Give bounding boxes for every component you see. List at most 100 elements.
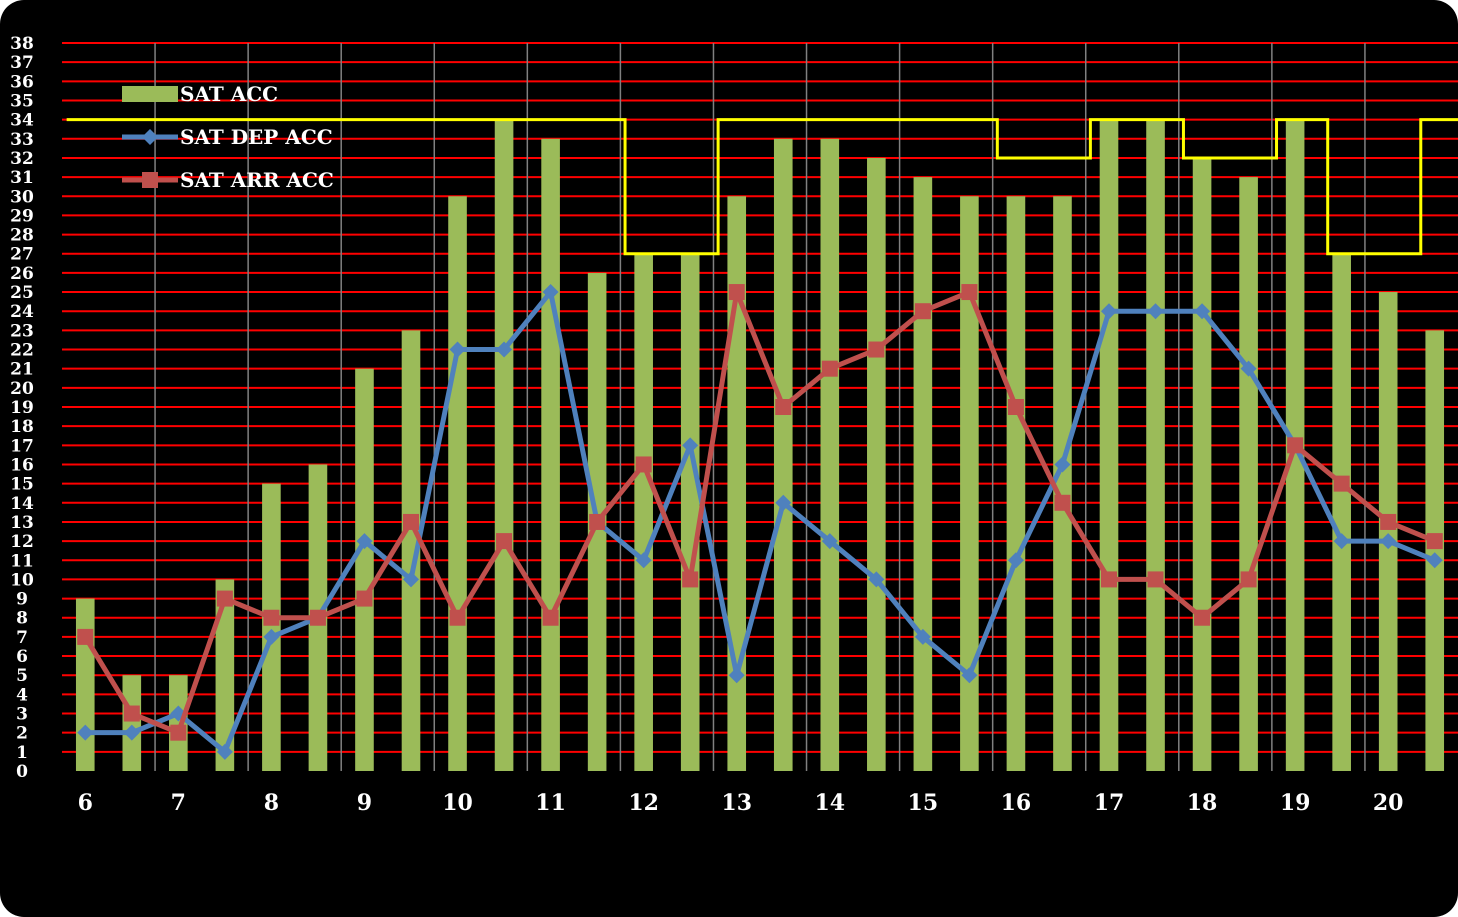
bar-sat-acc-21 — [1053, 196, 1072, 771]
y-tick-label-17: 17 — [10, 436, 34, 456]
bar-sat-acc-24 — [1192, 157, 1212, 771]
marker-sat-dep-acc-1 — [123, 724, 140, 741]
x-tick-label-11: 11 — [535, 790, 566, 816]
capacity-step-line — [66, 118, 1458, 256]
marker-sat-arr-acc-20 — [1007, 399, 1024, 415]
bar-sat-acc-28 — [1378, 292, 1398, 771]
bar-sat-acc-18 — [913, 177, 933, 771]
marker-sat-dep-acc-25 — [1240, 360, 1257, 377]
y-tick-label-27: 27 — [10, 245, 34, 265]
bar-sat-acc-12 — [634, 253, 653, 772]
bar-sat-acc-1 — [122, 675, 142, 771]
bar-sat-acc-8 — [448, 196, 467, 771]
bar-sat-acc-19 — [960, 196, 979, 771]
marker-sat-arr-acc-17 — [868, 341, 885, 358]
x-tick-label-16: 16 — [1001, 790, 1032, 816]
y-tick-label-24: 24 — [10, 302, 34, 322]
line-sat-arr-acc — [83, 289, 1436, 736]
marker-sat-dep-acc-28 — [1380, 533, 1397, 550]
marker-sat-dep-acc-17 — [868, 571, 885, 588]
marker-sat-arr-acc-22 — [1101, 571, 1117, 588]
marker-sat-arr-acc-11 — [589, 513, 606, 530]
y-axis-tick-labels: 0123456789101112131415161718192021222324… — [10, 34, 34, 782]
marker-sat-dep-acc-27 — [1333, 533, 1350, 550]
bar-sat-acc-14 — [727, 196, 747, 771]
bar-sat-acc-17 — [867, 157, 886, 771]
marker-sat-arr-acc-19 — [961, 284, 978, 301]
marker-sat-arr-acc-8 — [449, 609, 466, 626]
bar-sat-acc-0 — [75, 598, 95, 771]
marker-sat-arr-acc-16 — [821, 360, 838, 377]
marker-sat-dep-acc-12 — [635, 552, 652, 569]
bar-sat-acc-23 — [1146, 119, 1165, 771]
marker-sat-arr-acc-24 — [1194, 609, 1211, 626]
legend-label-sat-dep-acc: SAT DEP ACC — [180, 125, 333, 149]
bar-sat-acc-27 — [1332, 253, 1351, 772]
y-tick-label-18: 18 — [10, 417, 34, 437]
y-tick-label-7: 7 — [16, 628, 28, 648]
y-tick-label-15: 15 — [10, 475, 34, 495]
y-tick-label-32: 32 — [10, 149, 34, 169]
y-tick-label-8: 8 — [16, 609, 28, 629]
y-tick-label-13: 13 — [10, 513, 34, 533]
line-series — [77, 284, 1443, 760]
bar-sat-acc-4 — [262, 483, 281, 771]
marker-sat-arr-acc-12 — [635, 456, 652, 473]
marker-sat-arr-acc-21 — [1054, 494, 1071, 511]
x-tick-label-8: 8 — [264, 790, 279, 816]
y-tick-label-34: 34 — [10, 111, 34, 131]
bar-sat-acc-2 — [169, 675, 188, 771]
y-tick-label-0: 0 — [16, 762, 28, 782]
y-tick-label-25: 25 — [10, 283, 34, 303]
marker-sat-arr-acc-15 — [775, 399, 792, 415]
y-tick-label-19: 19 — [10, 398, 34, 418]
y-tick-label-12: 12 — [10, 532, 34, 552]
bar-sat-acc-10 — [541, 138, 560, 771]
x-tick-label-7: 7 — [171, 790, 186, 816]
marker-sat-arr-acc-4 — [263, 609, 280, 626]
y-tick-label-22: 22 — [10, 341, 34, 361]
marker-sat-dep-acc-7 — [403, 571, 419, 588]
y-tick-label-10: 10 — [10, 570, 34, 590]
y-tick-label-35: 35 — [10, 91, 34, 111]
y-tick-label-33: 33 — [10, 130, 34, 150]
y-tick-label-36: 36 — [10, 72, 34, 92]
bar-sat-acc-22 — [1099, 119, 1119, 771]
marker-sat-arr-acc-5 — [309, 609, 326, 626]
capacity-line-path — [66, 118, 1458, 256]
marker-sat-dep-acc-15 — [775, 494, 792, 511]
marker-sat-dep-acc-19 — [961, 667, 978, 684]
y-tick-label-2: 2 — [16, 724, 28, 744]
bar-sat-acc-15 — [773, 138, 793, 771]
marker-sat-dep-acc-8 — [449, 341, 466, 358]
marker-sat-arr-acc-6 — [356, 590, 373, 607]
marker-sat-dep-acc-23 — [1147, 303, 1164, 320]
bar-sat-acc-25 — [1239, 177, 1258, 771]
x-tick-label-12: 12 — [628, 790, 659, 816]
marker-sat-dep-acc-10 — [542, 284, 559, 301]
bar-sat-acc-6 — [355, 368, 374, 771]
marker-sat-dep-acc-21 — [1054, 456, 1071, 473]
marker-sat-dep-acc-29 — [1426, 552, 1443, 569]
horizontal-gridlines — [62, 42, 1458, 753]
y-tick-label-26: 26 — [10, 264, 34, 284]
marker-sat-dep-acc-3 — [216, 743, 233, 760]
y-tick-label-30: 30 — [10, 187, 34, 207]
bar-sat-acc-20 — [1006, 196, 1026, 771]
marker-sat-dep-acc-9 — [496, 341, 513, 358]
marker-sat-dep-acc-22 — [1101, 303, 1117, 320]
x-tick-label-20: 20 — [1373, 790, 1404, 816]
y-tick-label-37: 37 — [10, 53, 34, 73]
marker-sat-arr-acc-27 — [1333, 475, 1350, 492]
marker-sat-dep-acc-24 — [1194, 303, 1211, 320]
marker-sat-dep-acc-16 — [821, 533, 838, 550]
marker-sat-dep-acc-4 — [263, 628, 280, 645]
legend-marker-sat-dep-acc — [142, 129, 158, 145]
legend-label-sat-acc: SAT ACC — [180, 82, 278, 106]
marker-sat-arr-acc-2 — [170, 724, 187, 741]
y-tick-label-14: 14 — [10, 494, 34, 514]
x-axis-tick-labels: 6 7 8 9 10 11 12 13 14 15 16 17 18 19 20 — [78, 790, 1404, 816]
marker-sat-dep-acc-0 — [77, 724, 94, 741]
marker-sat-arr-acc-10 — [542, 609, 559, 626]
